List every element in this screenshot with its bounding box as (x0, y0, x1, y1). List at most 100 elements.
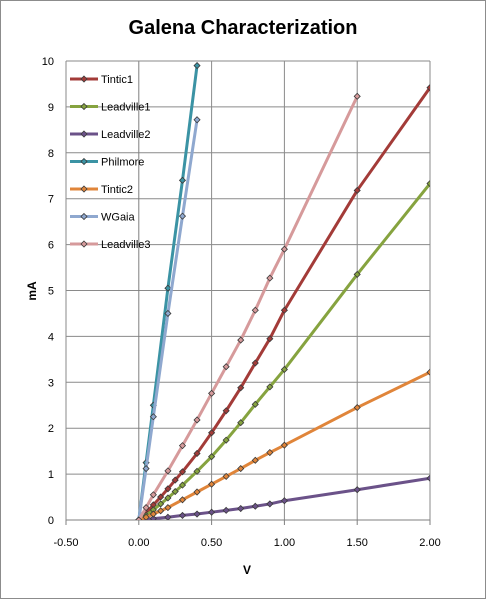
legend-label: Tintic2 (101, 184, 133, 196)
legend-item-tintic1: Tintic1 (70, 74, 133, 86)
data-point (280, 365, 288, 374)
data-point (280, 245, 288, 253)
legend-marker (80, 157, 88, 166)
data-point (178, 212, 187, 220)
data-point (280, 306, 288, 314)
x-tick-label: 1.50 (346, 537, 367, 549)
y-axis-label: mA (25, 281, 39, 301)
series-line (137, 95, 359, 520)
x-tick-label: 1.00 (274, 537, 295, 549)
data-point (178, 442, 187, 450)
legend-marker (80, 185, 88, 193)
data-point (426, 179, 430, 188)
x-tick-label: 0.50 (201, 537, 222, 549)
series-tintic2 (135, 368, 430, 520)
legend-label: Leadville3 (101, 239, 151, 251)
data-point (266, 448, 274, 457)
y-tick-label: 4 (48, 331, 54, 343)
data-point (353, 270, 361, 279)
data-point (193, 510, 201, 518)
data-point (193, 116, 201, 124)
data-point (178, 176, 187, 184)
data-point (149, 510, 157, 518)
data-point (178, 511, 187, 519)
series-leadville3 (135, 92, 361, 520)
legend-item-leadville2: Leadville2 (70, 129, 151, 141)
data-point (353, 186, 361, 195)
x-tick-label: 0.00 (128, 537, 149, 549)
data-point (164, 467, 172, 475)
data-point (222, 506, 230, 514)
data-point (149, 413, 157, 421)
legend-marker (80, 75, 88, 83)
legend-marker (80, 102, 88, 111)
data-point (251, 359, 259, 367)
data-point (251, 456, 259, 464)
series-wgaia (135, 116, 201, 520)
data-point (164, 504, 172, 512)
x-tick-label: 2.00 (419, 537, 440, 549)
data-point (193, 467, 201, 475)
data-point (164, 494, 172, 502)
data-point (237, 465, 245, 473)
legend-label: Leadville1 (101, 102, 151, 114)
y-tick-label: 3 (48, 377, 54, 389)
chart-title: Galena Characterization (129, 17, 358, 39)
data-point (353, 92, 361, 100)
y-tick-label: 5 (48, 286, 54, 298)
legend-marker (80, 212, 88, 221)
series-line (137, 182, 430, 520)
axes (65, 60, 431, 525)
data-point (208, 429, 216, 437)
data-point (157, 500, 165, 508)
data-point (280, 441, 288, 449)
data-point (280, 497, 288, 505)
legend-item-philmore: Philmore (70, 157, 144, 169)
data-point (251, 400, 259, 408)
data-point (353, 486, 361, 494)
series-line (137, 86, 430, 520)
y-tick-label: 10 (42, 56, 54, 68)
legend-item-leadville1: Leadville1 (70, 102, 151, 114)
data-point (142, 513, 150, 520)
y-tick-label: 1 (48, 469, 54, 481)
data-point (193, 62, 201, 70)
data-point (426, 474, 430, 482)
data-point (237, 419, 245, 427)
data-point (237, 504, 245, 513)
data-point (157, 493, 165, 501)
data-point (178, 481, 187, 489)
data-point (426, 84, 430, 92)
data-point (178, 496, 187, 504)
tick-labels: -0.50 0.00 0.50 1.00 1.50 2.00 0 1 2 3 4 5 6 7 8 9 10 (42, 56, 441, 549)
y-tick-label: 2 (48, 423, 54, 435)
data-point (353, 403, 361, 412)
data-point (251, 306, 259, 314)
data-point (222, 436, 230, 444)
data-point (164, 513, 172, 520)
data-point (237, 336, 245, 344)
data-point (208, 389, 216, 397)
data-point (164, 284, 172, 292)
series-leadville2 (135, 474, 430, 520)
data-point (171, 487, 179, 496)
x-axis-label: V (243, 563, 251, 577)
data-point (178, 468, 187, 476)
y-tick-label: 0 (48, 515, 54, 527)
data-point (164, 485, 172, 493)
data-point (251, 502, 259, 510)
data-point (208, 508, 216, 516)
data-point (237, 384, 245, 392)
data-point (193, 488, 201, 496)
data-point (426, 368, 430, 376)
data-point (142, 465, 150, 473)
data-point (208, 480, 216, 488)
data-point (135, 516, 143, 520)
data-point (266, 500, 274, 508)
data-point (149, 491, 157, 499)
legend-label: Tintic1 (101, 74, 133, 86)
x-tick-label: -0.50 (53, 537, 78, 549)
legend-item-leadville3: Leadville3 (70, 239, 151, 251)
data-point (164, 309, 172, 318)
